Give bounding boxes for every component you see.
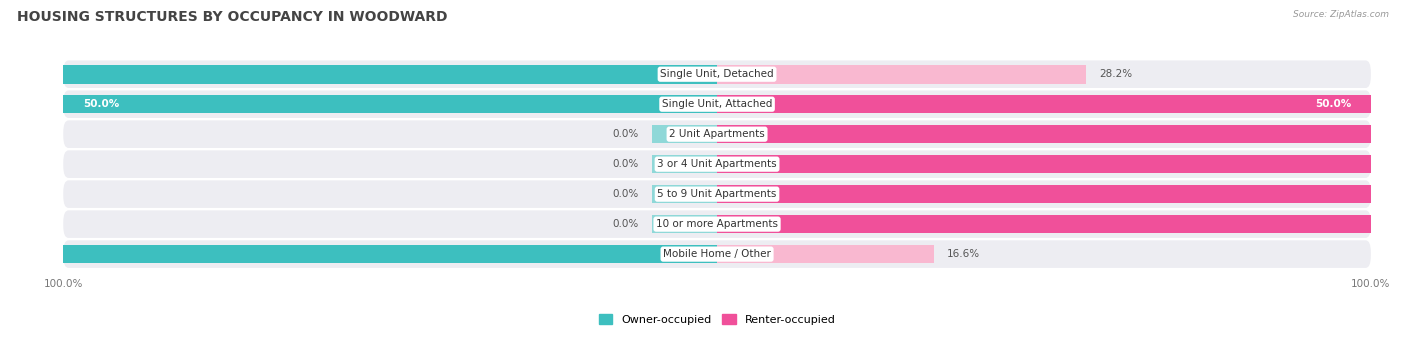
Legend: Owner-occupied, Renter-occupied: Owner-occupied, Renter-occupied xyxy=(595,310,839,329)
Text: Single Unit, Attached: Single Unit, Attached xyxy=(662,99,772,109)
Bar xyxy=(651,125,717,144)
FancyBboxPatch shape xyxy=(63,90,1371,118)
Bar xyxy=(717,65,1085,83)
Bar xyxy=(717,155,1406,173)
FancyBboxPatch shape xyxy=(63,61,1371,88)
Text: 10 or more Apartments: 10 or more Apartments xyxy=(657,219,778,229)
Text: 3 or 4 Unit Apartments: 3 or 4 Unit Apartments xyxy=(657,159,778,169)
Text: HOUSING STRUCTURES BY OCCUPANCY IN WOODWARD: HOUSING STRUCTURES BY OCCUPANCY IN WOODW… xyxy=(17,10,447,24)
Text: 0.0%: 0.0% xyxy=(613,159,638,169)
FancyBboxPatch shape xyxy=(63,180,1371,208)
Text: 0.0%: 0.0% xyxy=(613,189,638,199)
FancyBboxPatch shape xyxy=(63,150,1371,178)
Text: 2 Unit Apartments: 2 Unit Apartments xyxy=(669,129,765,139)
Text: Single Unit, Detached: Single Unit, Detached xyxy=(661,69,773,79)
Bar xyxy=(651,155,717,173)
Bar xyxy=(63,95,717,114)
Text: 5 to 9 Unit Apartments: 5 to 9 Unit Apartments xyxy=(658,189,776,199)
FancyBboxPatch shape xyxy=(63,210,1371,238)
Bar xyxy=(651,215,717,234)
FancyBboxPatch shape xyxy=(63,240,1371,268)
Text: 0.0%: 0.0% xyxy=(613,219,638,229)
Bar xyxy=(717,245,934,263)
Text: Source: ZipAtlas.com: Source: ZipAtlas.com xyxy=(1294,10,1389,19)
Bar xyxy=(0,245,717,263)
Text: 50.0%: 50.0% xyxy=(83,99,120,109)
FancyBboxPatch shape xyxy=(63,120,1371,148)
Bar xyxy=(717,125,1406,144)
Bar xyxy=(717,185,1406,203)
Bar xyxy=(717,95,1371,114)
Bar xyxy=(717,215,1406,234)
Text: Mobile Home / Other: Mobile Home / Other xyxy=(664,249,770,259)
Text: 0.0%: 0.0% xyxy=(613,129,638,139)
Text: 50.0%: 50.0% xyxy=(1315,99,1351,109)
Text: 16.6%: 16.6% xyxy=(948,249,980,259)
Bar xyxy=(651,185,717,203)
Text: 28.2%: 28.2% xyxy=(1099,69,1132,79)
Bar xyxy=(0,65,717,83)
